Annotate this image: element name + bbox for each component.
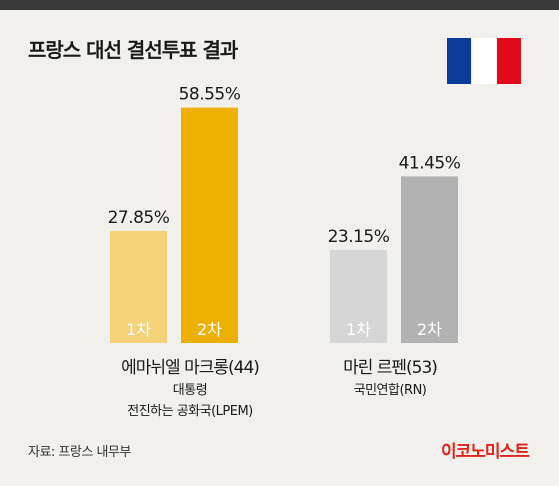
candidate-name-macron: 에마뉘엘 마크롱(44) — [121, 358, 260, 378]
bar-macron-round1 — [110, 231, 167, 343]
bar-lepen-round2 — [401, 176, 458, 343]
candidate-role-macron: 대통령 — [172, 383, 208, 398]
flag-stripe-blue — [447, 38, 471, 84]
candidate-name-lepen: 마린 르펜(53) — [343, 358, 438, 378]
data-label-macron-round2: 58.55% — [179, 85, 241, 105]
data-label-lepen-round1: 23.15% — [328, 227, 390, 247]
round-label-macron-round1: 1차 — [126, 320, 151, 339]
data-label-macron-round1: 27.85% — [108, 208, 170, 228]
round-label-lepen-round1: 1차 — [346, 320, 371, 339]
france-flag-icon — [447, 38, 521, 84]
candidate-party-macron: 전진하는 공화국(LPEM) — [127, 404, 253, 419]
candidate-party-lepen: 국민연합(RN) — [353, 383, 427, 398]
data-label-lepen-round2: 41.45% — [399, 153, 461, 173]
bar-lepen-round1 — [330, 249, 387, 343]
publisher-logo: 이코노미스트 — [441, 442, 530, 462]
top-border-bar — [0, 0, 559, 10]
bar-macron-round2 — [181, 107, 238, 343]
flag-stripe-white — [472, 38, 496, 84]
source-note: 자료: 프랑스 내무부 — [28, 445, 131, 460]
page-title: 프랑스 대선 결선투표 결과 — [28, 38, 238, 62]
round-label-lepen-round2: 2차 — [417, 320, 442, 339]
flag-stripe-red — [497, 38, 521, 84]
round-label-macron-round2: 2차 — [197, 320, 222, 339]
